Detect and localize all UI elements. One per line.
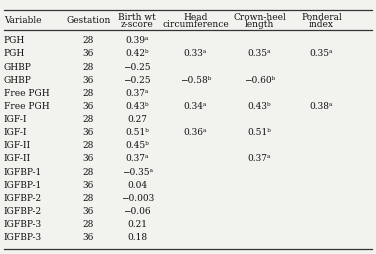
Text: IGF-II: IGF-II xyxy=(4,154,31,163)
Text: 0.43ᵇ: 0.43ᵇ xyxy=(126,102,149,110)
Text: IGFBP-3: IGFBP-3 xyxy=(4,232,42,241)
Text: 36: 36 xyxy=(83,75,94,84)
Text: 0.51ᵇ: 0.51ᵇ xyxy=(125,128,149,137)
Text: Ponderal: Ponderal xyxy=(301,13,342,22)
Text: IGF-I: IGF-I xyxy=(4,128,27,137)
Text: circumference: circumference xyxy=(162,20,229,29)
Text: 0.35ᵃ: 0.35ᵃ xyxy=(310,49,333,58)
Text: PGH: PGH xyxy=(4,36,25,45)
Text: Head: Head xyxy=(183,13,208,22)
Text: −0.60ᵇ: −0.60ᵇ xyxy=(244,75,275,84)
Text: 0.27: 0.27 xyxy=(127,115,147,124)
Text: 28: 28 xyxy=(83,62,94,71)
Text: GHBP: GHBP xyxy=(4,75,32,84)
Text: IGFBP-1: IGFBP-1 xyxy=(4,180,42,189)
Text: 28: 28 xyxy=(83,36,94,45)
Text: 28: 28 xyxy=(83,141,94,150)
Text: IGF-I: IGF-I xyxy=(4,115,27,124)
Text: 0.35ᵃ: 0.35ᵃ xyxy=(248,49,271,58)
Text: 0.42ᵇ: 0.42ᵇ xyxy=(126,49,149,58)
Text: IGFBP-2: IGFBP-2 xyxy=(4,206,42,215)
Text: 36: 36 xyxy=(83,128,94,137)
Text: z-score: z-score xyxy=(121,20,154,29)
Text: 0.38ᵃ: 0.38ᵃ xyxy=(310,102,333,110)
Text: Birth wt: Birth wt xyxy=(118,13,156,22)
Text: IGFBP-3: IGFBP-3 xyxy=(4,219,42,228)
Text: −0.06: −0.06 xyxy=(123,206,151,215)
Text: 36: 36 xyxy=(83,232,94,241)
Text: 36: 36 xyxy=(83,102,94,110)
Text: −0.25: −0.25 xyxy=(123,75,151,84)
Text: 28: 28 xyxy=(83,219,94,228)
Text: 36: 36 xyxy=(83,206,94,215)
Text: 0.04: 0.04 xyxy=(127,180,147,189)
Text: 36: 36 xyxy=(83,49,94,58)
Text: 0.33ᵃ: 0.33ᵃ xyxy=(184,49,207,58)
Text: IGFBP-2: IGFBP-2 xyxy=(4,193,42,202)
Text: 0.36ᵃ: 0.36ᵃ xyxy=(184,128,207,137)
Text: 0.39ᵃ: 0.39ᵃ xyxy=(126,36,149,45)
Text: PGH: PGH xyxy=(4,49,25,58)
Text: Variable: Variable xyxy=(4,16,41,25)
Text: 36: 36 xyxy=(83,180,94,189)
Text: −0.25: −0.25 xyxy=(123,62,151,71)
Text: 0.34ᵃ: 0.34ᵃ xyxy=(184,102,207,110)
Text: 0.37ᵃ: 0.37ᵃ xyxy=(126,88,149,98)
Text: IGF-II: IGF-II xyxy=(4,141,31,150)
Text: 28: 28 xyxy=(83,115,94,124)
Text: 0.43ᵇ: 0.43ᵇ xyxy=(248,102,271,110)
Text: −0.35ᵃ: −0.35ᵃ xyxy=(122,167,153,176)
Text: Gestation: Gestation xyxy=(66,16,111,25)
Text: −0.003: −0.003 xyxy=(121,193,154,202)
Text: 0.18: 0.18 xyxy=(127,232,147,241)
Text: GHBP: GHBP xyxy=(4,62,32,71)
Text: IGFBP-1: IGFBP-1 xyxy=(4,167,42,176)
Text: 28: 28 xyxy=(83,167,94,176)
Text: 0.45ᵇ: 0.45ᵇ xyxy=(125,141,149,150)
Text: 0.51ᵇ: 0.51ᵇ xyxy=(247,128,271,137)
Text: 0.37ᵃ: 0.37ᵃ xyxy=(126,154,149,163)
Text: index: index xyxy=(309,20,334,29)
Text: Free PGH: Free PGH xyxy=(4,102,49,110)
Text: Crown-heel: Crown-heel xyxy=(233,13,286,22)
Text: 0.37ᵃ: 0.37ᵃ xyxy=(248,154,271,163)
Text: −0.58ᵇ: −0.58ᵇ xyxy=(180,75,211,84)
Text: length: length xyxy=(245,20,274,29)
Text: 0.21: 0.21 xyxy=(127,219,147,228)
Text: 28: 28 xyxy=(83,193,94,202)
Text: Free PGH: Free PGH xyxy=(4,88,49,98)
Text: 36: 36 xyxy=(83,154,94,163)
Text: 28: 28 xyxy=(83,88,94,98)
